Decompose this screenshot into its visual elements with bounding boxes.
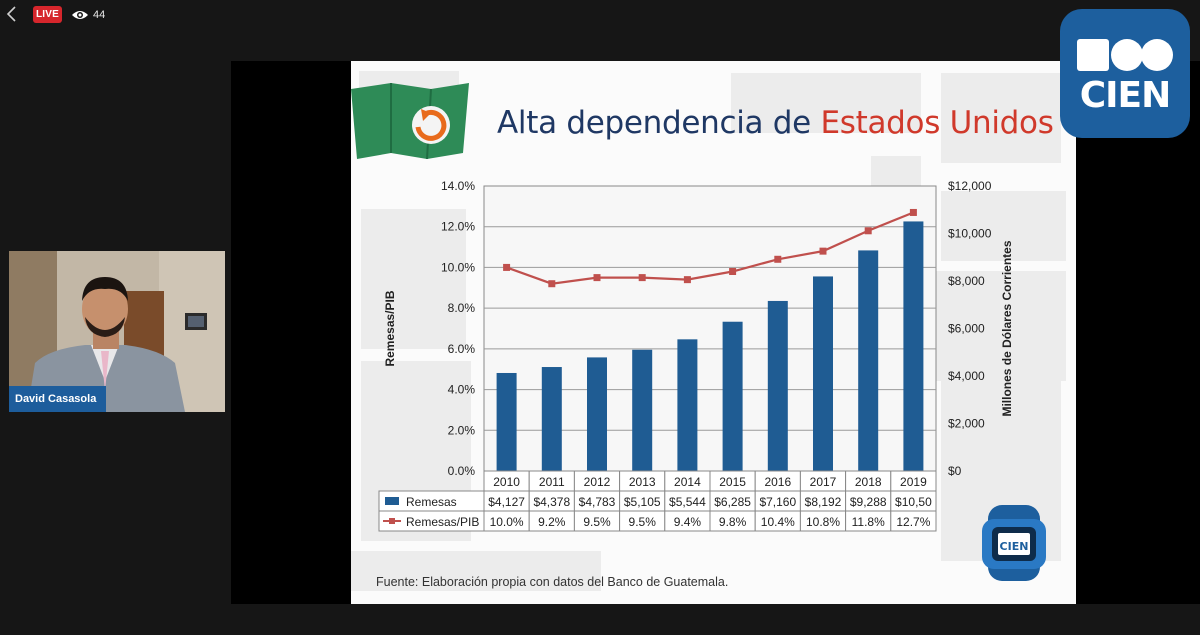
data-label: $4,127 bbox=[488, 495, 525, 509]
data-label: 9.8% bbox=[719, 515, 747, 529]
point-remesas-pib-2018 bbox=[864, 227, 872, 235]
data-label: $8,192 bbox=[805, 495, 842, 509]
cien-badge-icon: CIEN bbox=[982, 505, 1046, 581]
left-tick-label: 0.0% bbox=[448, 464, 476, 478]
x-tick-label: 2014 bbox=[674, 475, 701, 489]
bar-remesas-2016 bbox=[767, 300, 788, 471]
bar-remesas-2013 bbox=[632, 349, 653, 471]
point-remesas-pib-2016 bbox=[774, 255, 782, 263]
bar-remesas-2019 bbox=[903, 221, 924, 471]
data-label: 9.4% bbox=[674, 515, 702, 529]
svg-text:CIEN: CIEN bbox=[1000, 540, 1029, 553]
left-tick-label: 8.0% bbox=[448, 301, 476, 315]
data-label: $7,160 bbox=[759, 495, 796, 509]
slide-title-main: Alta dependencia de bbox=[497, 105, 821, 141]
point-remesas-pib-2015 bbox=[729, 268, 737, 275]
live-badge: LIVE bbox=[33, 6, 62, 23]
right-tick-label: $10,000 bbox=[948, 227, 992, 241]
cien-logo: CIEN bbox=[1060, 9, 1190, 138]
right-tick-label: $12,000 bbox=[948, 179, 992, 193]
point-remesas-pib-2010 bbox=[503, 263, 511, 271]
x-tick-label: 2012 bbox=[584, 475, 611, 489]
viewer-count: 44 bbox=[71, 5, 105, 24]
bar-remesas-2015 bbox=[722, 321, 743, 471]
left-tick-label: 6.0% bbox=[448, 342, 476, 356]
point-remesas-pib-2014 bbox=[683, 276, 691, 284]
left-tick-label: 10.0% bbox=[441, 260, 475, 274]
remittances-chart: 0.0% 2.0% 4.0% 6.0% 8.0% 10.0% 12.0% 14.0% $0 $2,… bbox=[378, 179, 1014, 532]
x-tick-label: 2019 bbox=[900, 475, 927, 489]
right-axis-title: Millones de Dólares Corrientes bbox=[1000, 240, 1014, 416]
legend-swatch-remesas bbox=[385, 497, 399, 505]
right-tick-label: $0 bbox=[948, 464, 962, 478]
point-remesas-pib-2017 bbox=[819, 247, 827, 255]
bar-remesas-2014 bbox=[677, 339, 698, 471]
right-tick-label: $8,000 bbox=[948, 274, 985, 288]
data-label: $6,285 bbox=[714, 495, 751, 509]
bar-remesas-2010 bbox=[496, 372, 517, 471]
data-label: 11.8% bbox=[852, 515, 885, 529]
eye-icon bbox=[72, 10, 88, 19]
back-arrow-icon[interactable] bbox=[4, 4, 20, 24]
legend-label: Remesas/PIB bbox=[406, 515, 479, 529]
cien-logo-text: CIEN bbox=[1079, 75, 1172, 116]
source-note: Fuente: Elaboración propia con datos del… bbox=[376, 575, 729, 589]
x-tick-label: 2018 bbox=[855, 475, 882, 489]
left-tick-label: 12.0% bbox=[441, 220, 475, 234]
left-tick-label: 2.0% bbox=[448, 423, 476, 437]
bar-remesas-2018 bbox=[858, 250, 879, 471]
legend-swatch-marker bbox=[389, 518, 395, 524]
data-label: $5,544 bbox=[669, 495, 706, 509]
point-remesas-pib-2019 bbox=[909, 208, 917, 216]
data-label: $4,378 bbox=[533, 495, 570, 509]
data-label: 12.7% bbox=[896, 515, 930, 529]
point-remesas-pib-2011 bbox=[548, 280, 556, 288]
x-tick-label: 2013 bbox=[629, 475, 656, 489]
legend-label: Remesas bbox=[406, 495, 457, 509]
data-label: 9.5% bbox=[629, 515, 657, 529]
data-label: 10.4% bbox=[761, 515, 795, 529]
bar-remesas-2017 bbox=[813, 276, 833, 471]
line-remesas-pib bbox=[506, 211, 914, 285]
point-remesas-pib-2013 bbox=[638, 274, 646, 282]
data-label: $10,50 bbox=[895, 495, 932, 509]
presentation-slide: Alta dependencia de Estados Unidos 0.0% 2… bbox=[351, 61, 1076, 604]
refresh-map-icon bbox=[351, 83, 469, 160]
data-label: $4,783 bbox=[579, 495, 616, 509]
cien-logo-mark bbox=[1077, 39, 1173, 71]
data-label: $5,105 bbox=[624, 495, 661, 509]
bar-remesas-2011 bbox=[541, 367, 562, 471]
x-tick-label: 2015 bbox=[719, 475, 746, 489]
point-remesas-pib-2012 bbox=[593, 274, 601, 282]
slide-title: Alta dependencia de Estados Unidos bbox=[497, 105, 1054, 141]
data-label: 9.2% bbox=[538, 515, 566, 529]
left-tick-label: 14.0% bbox=[441, 179, 475, 193]
left-axis-title: Remesas/PIB bbox=[383, 290, 397, 366]
bar-remesas-2012 bbox=[587, 357, 607, 471]
data-label: 9.5% bbox=[583, 515, 611, 529]
data-label: $9,288 bbox=[850, 495, 887, 509]
speaker-name-label: David Casasola bbox=[9, 386, 106, 412]
slide-title-accent: Estados Unidos bbox=[820, 105, 1054, 141]
x-tick-label: 2010 bbox=[493, 475, 520, 489]
x-tick-label: 2016 bbox=[764, 475, 791, 489]
table-value-cell bbox=[890, 510, 937, 532]
viewer-count-value: 44 bbox=[93, 8, 106, 21]
right-tick-label: $6,000 bbox=[948, 322, 985, 336]
right-tick-label: $4,000 bbox=[948, 369, 985, 383]
x-tick-label: 2017 bbox=[810, 475, 837, 489]
data-label: 10.0% bbox=[490, 515, 524, 529]
data-label: 10.8% bbox=[806, 515, 840, 529]
x-tick-label: 2011 bbox=[539, 475, 565, 489]
left-tick-label: 4.0% bbox=[448, 383, 476, 397]
right-tick-label: $2,000 bbox=[948, 417, 985, 431]
